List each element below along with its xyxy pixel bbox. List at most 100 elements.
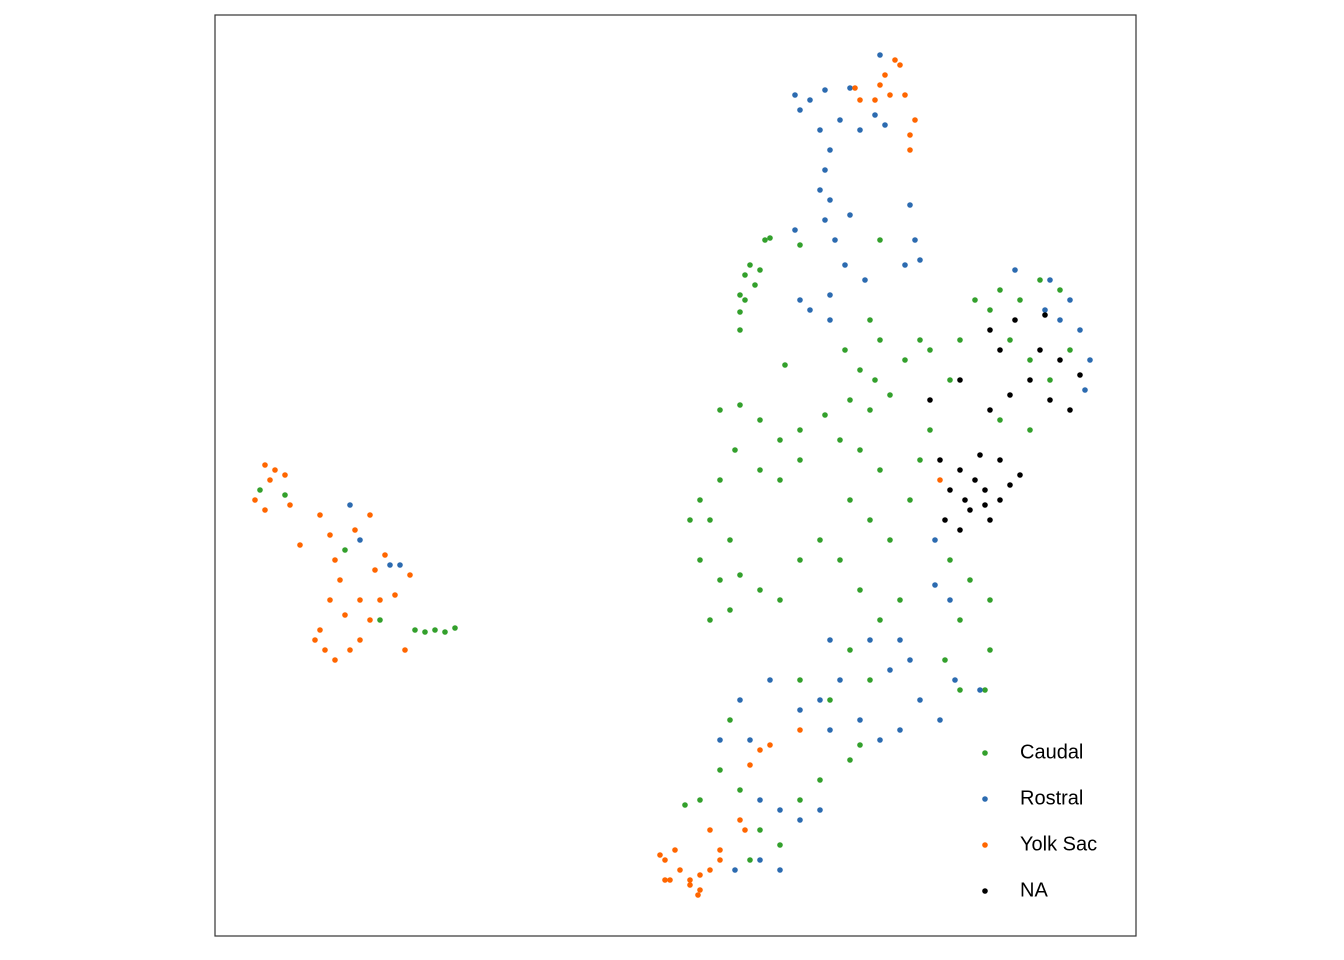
point	[1047, 397, 1053, 403]
point	[777, 867, 783, 873]
point	[697, 557, 703, 563]
legend-label: Yolk Sac	[1020, 833, 1097, 855]
point	[877, 337, 883, 343]
point	[907, 132, 913, 138]
point	[1027, 357, 1033, 363]
point	[857, 97, 863, 103]
point	[1017, 472, 1023, 478]
point	[937, 717, 943, 723]
point	[697, 872, 703, 878]
point	[1037, 277, 1043, 283]
point	[917, 257, 923, 263]
point	[767, 677, 773, 683]
point	[757, 857, 763, 863]
point	[827, 637, 833, 643]
point	[857, 447, 863, 453]
point	[822, 167, 828, 173]
legend-marker	[982, 842, 988, 848]
point	[997, 347, 1003, 353]
point	[822, 217, 828, 223]
point	[662, 877, 668, 883]
point	[717, 577, 723, 583]
point	[737, 327, 743, 333]
point	[357, 597, 363, 603]
point	[377, 617, 383, 623]
point	[737, 572, 743, 578]
point	[827, 292, 833, 298]
point	[777, 477, 783, 483]
point	[337, 577, 343, 583]
point	[917, 697, 923, 703]
point	[897, 62, 903, 68]
point	[317, 627, 323, 633]
point	[882, 122, 888, 128]
point	[662, 857, 668, 863]
point	[847, 757, 853, 763]
point	[1057, 317, 1063, 323]
point	[682, 802, 688, 808]
legend-marker	[982, 888, 988, 894]
point	[732, 447, 738, 453]
point	[987, 407, 993, 413]
point	[857, 717, 863, 723]
point	[262, 462, 268, 468]
point	[707, 867, 713, 873]
point	[717, 477, 723, 483]
point	[672, 847, 678, 853]
point	[707, 517, 713, 523]
point	[852, 85, 858, 91]
point	[717, 767, 723, 773]
point	[1087, 357, 1093, 363]
point	[877, 237, 883, 243]
point	[912, 237, 918, 243]
point	[352, 527, 358, 533]
point	[797, 297, 803, 303]
point	[1067, 347, 1073, 353]
legend-label: NA	[1020, 879, 1048, 901]
point	[357, 537, 363, 543]
point	[877, 467, 883, 473]
point	[267, 477, 273, 483]
point	[887, 392, 893, 398]
panel-border	[214, 14, 1137, 937]
point	[762, 237, 768, 243]
point	[262, 507, 268, 513]
point	[982, 687, 988, 693]
point	[717, 737, 723, 743]
point	[847, 85, 853, 91]
point	[782, 362, 788, 368]
point	[997, 287, 1003, 293]
point	[987, 307, 993, 313]
point	[827, 147, 833, 153]
point	[957, 467, 963, 473]
point	[897, 637, 903, 643]
point	[1037, 347, 1043, 353]
point	[1057, 287, 1063, 293]
point	[842, 262, 848, 268]
point	[877, 82, 883, 88]
point	[817, 697, 823, 703]
point	[777, 807, 783, 813]
point	[727, 607, 733, 613]
point	[322, 647, 328, 653]
point	[957, 617, 963, 623]
point	[942, 517, 948, 523]
point	[387, 562, 393, 568]
legend-marker	[982, 796, 988, 802]
point	[1067, 407, 1073, 413]
point	[747, 262, 753, 268]
point	[777, 437, 783, 443]
point	[342, 547, 348, 553]
point	[942, 657, 948, 663]
point	[747, 857, 753, 863]
point	[982, 502, 988, 508]
point	[792, 227, 798, 233]
point	[932, 537, 938, 543]
point	[997, 417, 1003, 423]
point	[917, 337, 923, 343]
point	[282, 492, 288, 498]
point	[777, 597, 783, 603]
point	[747, 762, 753, 768]
point	[347, 647, 353, 653]
